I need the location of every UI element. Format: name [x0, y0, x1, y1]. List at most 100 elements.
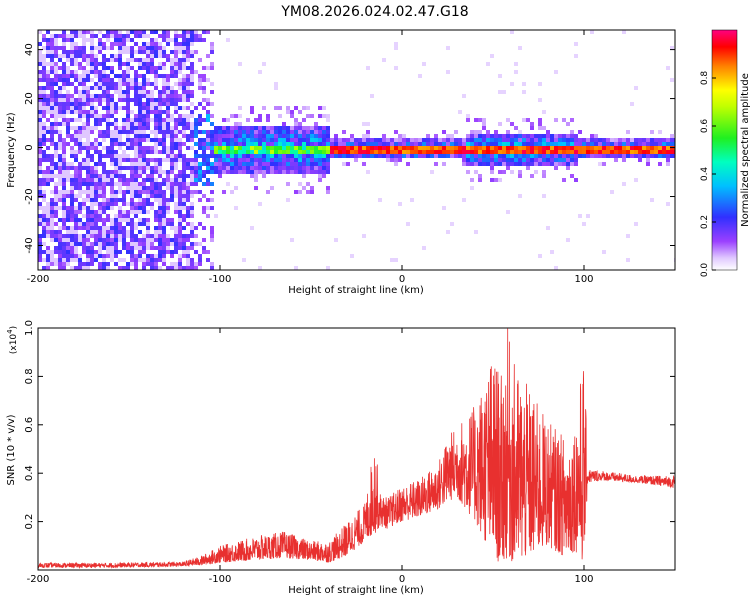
heatmap-cell — [406, 162, 410, 166]
heatmap-cell — [50, 190, 54, 194]
heatmap-cell — [174, 266, 178, 270]
heatmap-cell — [38, 190, 42, 194]
heatmap-cell — [510, 134, 514, 138]
heatmap-cell — [162, 138, 166, 142]
heatmap-cell — [178, 130, 182, 134]
heatmap-cell — [146, 190, 150, 194]
heatmap-cell — [486, 62, 490, 66]
heatmap-cell — [90, 98, 94, 102]
heatmap-cell — [254, 154, 258, 158]
heatmap-cell — [202, 150, 206, 154]
heatmap-cell — [78, 190, 82, 194]
heatmap-cell — [138, 114, 142, 118]
heatmap-cell — [46, 266, 50, 270]
heatmap-cell — [146, 186, 150, 190]
heatmap-cell — [134, 42, 138, 46]
heatmap-cell — [558, 162, 562, 166]
heatmap-cell — [222, 170, 226, 174]
heatmap-cell — [518, 154, 522, 158]
heatmap-cell — [466, 118, 470, 122]
heatmap-cell — [530, 122, 534, 126]
heatmap-cell — [106, 66, 110, 70]
heatmap-cell — [318, 146, 322, 150]
heatmap-cell — [310, 134, 314, 138]
heatmap-cell — [46, 182, 50, 186]
heatmap-cell — [154, 142, 158, 146]
heatmap-cell — [102, 94, 106, 98]
heatmap-cell — [526, 134, 530, 138]
heatmap-cell — [150, 158, 154, 162]
heatmap-cell — [650, 130, 654, 134]
heatmap-cell — [150, 254, 154, 258]
heatmap-cell — [290, 154, 294, 158]
heatmap-cell — [50, 262, 54, 266]
heatmap-cell — [206, 166, 210, 170]
heatmap-cell — [90, 254, 94, 258]
heatmap-cell — [410, 146, 414, 150]
heatmap-cell — [218, 158, 222, 162]
heatmap-cell — [106, 130, 110, 134]
heatmap-cell — [378, 154, 382, 158]
heatmap-cell — [98, 234, 102, 238]
heatmap-cell — [382, 150, 386, 154]
heatmap-cell — [194, 266, 198, 270]
heatmap-cell — [46, 126, 50, 130]
heatmap-cell — [286, 110, 290, 114]
heatmap-cell — [66, 238, 70, 242]
heatmap-cell — [62, 118, 66, 122]
heatmap-cell — [110, 178, 114, 182]
heatmap-cell — [182, 202, 186, 206]
heatmap-cell — [226, 162, 230, 166]
heatmap-cell — [526, 166, 530, 170]
heatmap-cell — [598, 162, 602, 166]
heatmap-cell — [526, 146, 530, 150]
heatmap-cell — [206, 162, 210, 166]
heatmap-cell — [126, 34, 130, 38]
heatmap-cell — [54, 98, 58, 102]
heatmap-cell — [86, 238, 90, 242]
heatmap-cell — [86, 250, 90, 254]
heatmap-cell — [658, 162, 662, 166]
heatmap-cell — [206, 182, 210, 186]
heatmap-cell — [142, 110, 146, 114]
heatmap-cell — [282, 146, 286, 150]
heatmap-cell — [486, 150, 490, 154]
heatmap-cell — [102, 46, 106, 50]
heatmap-cell — [70, 30, 74, 34]
heatmap-cell — [122, 42, 126, 46]
heatmap-cell — [510, 170, 514, 174]
heatmap-cell — [430, 142, 434, 146]
heatmap-cell — [146, 134, 150, 138]
heatmap-cell — [122, 98, 126, 102]
heatmap-cell — [234, 142, 238, 146]
heatmap-cell — [74, 258, 78, 262]
heatmap-cell — [58, 242, 62, 246]
heatmap-cell — [250, 174, 254, 178]
heatmap-cell — [158, 190, 162, 194]
heatmap-cell — [570, 162, 574, 166]
heatmap-cell — [146, 78, 150, 82]
heatmap-cell — [230, 150, 234, 154]
heatmap-cell — [94, 174, 98, 178]
heatmap-cell — [534, 158, 538, 162]
heatmap-cell — [442, 206, 446, 210]
heatmap-cell — [118, 94, 122, 98]
heatmap-cell — [122, 70, 126, 74]
heatmap-cell — [578, 142, 582, 146]
heatmap-cell — [146, 174, 150, 178]
heatmap-cell — [286, 138, 290, 142]
heatmap-cell — [78, 102, 82, 106]
heatmap-cell — [258, 142, 262, 146]
heatmap-cell — [342, 130, 346, 134]
heatmap-cell — [254, 174, 258, 178]
heatmap-cell — [74, 266, 78, 270]
heatmap-cell — [666, 150, 670, 154]
heatmap-cell — [182, 90, 186, 94]
heatmap-cell — [38, 110, 42, 114]
heatmap-cell — [42, 226, 46, 230]
heatmap-cell — [82, 266, 86, 270]
heatmap-cell — [394, 138, 398, 142]
heatmap-cell — [66, 102, 70, 106]
heatmap-cell — [94, 70, 98, 74]
heatmap-cell — [82, 30, 86, 34]
